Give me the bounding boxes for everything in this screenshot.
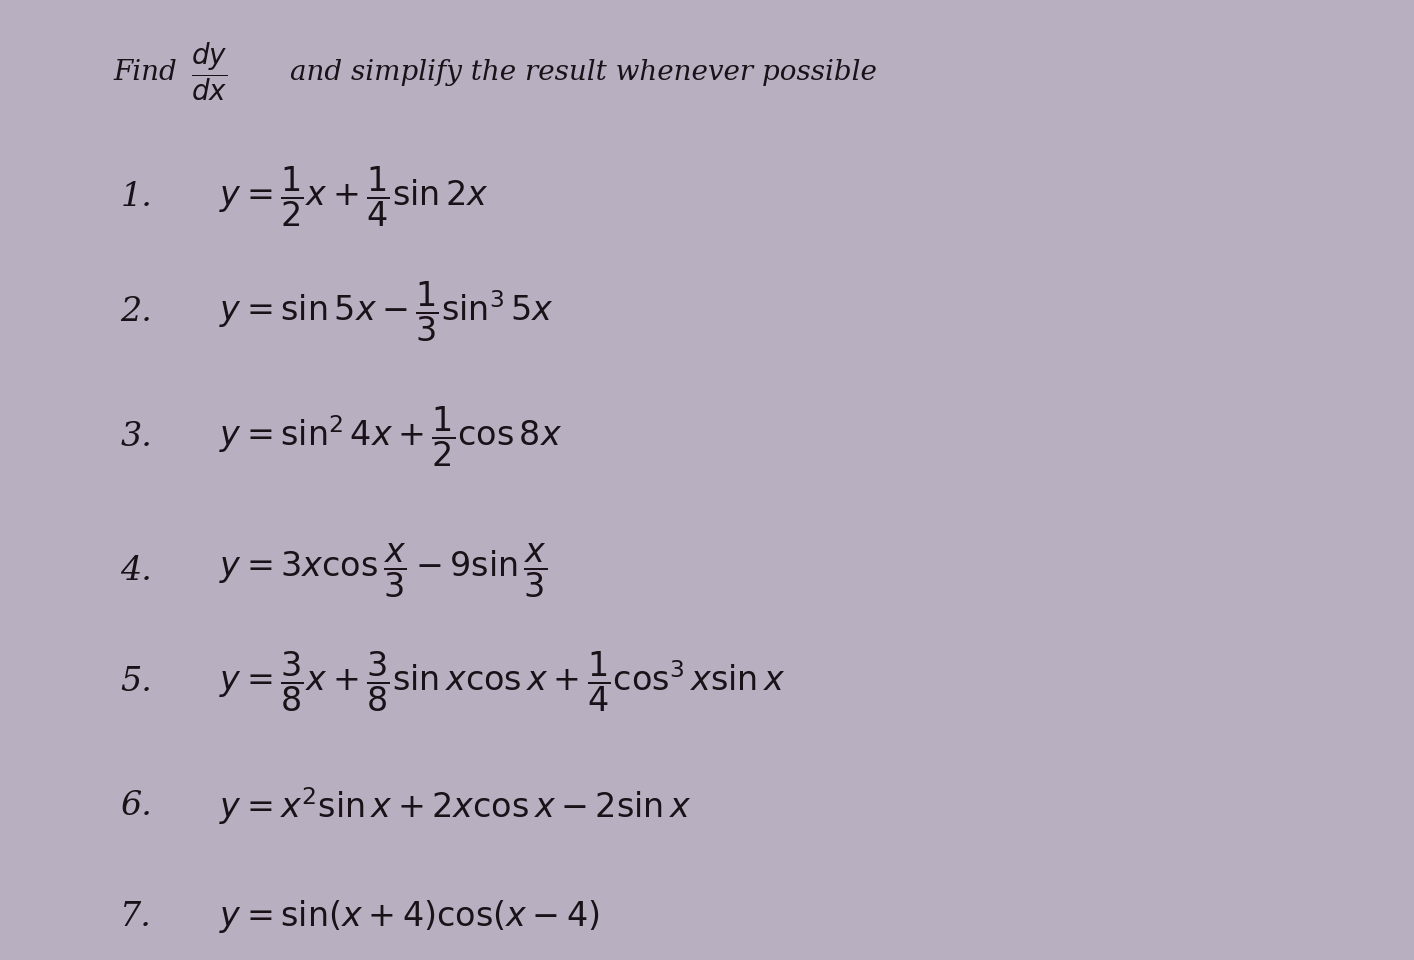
Text: $y = \dfrac{3}{8}x + \dfrac{3}{8}\sin x\cos x + \dfrac{1}{4}\cos^3 x\sin x$: $y = \dfrac{3}{8}x + \dfrac{3}{8}\sin x\… bbox=[219, 649, 786, 714]
Text: $y = \sin 5x - \dfrac{1}{3}\sin^3 5x$: $y = \sin 5x - \dfrac{1}{3}\sin^3 5x$ bbox=[219, 279, 554, 345]
Text: $y = \dfrac{1}{2}x + \dfrac{1}{4}\sin 2x$: $y = \dfrac{1}{2}x + \dfrac{1}{4}\sin 2x… bbox=[219, 164, 489, 229]
Text: 2.: 2. bbox=[120, 296, 153, 328]
Text: $y = x^2\sin x + 2x\cos x - 2\sin x$: $y = x^2\sin x + 2x\cos x - 2\sin x$ bbox=[219, 785, 691, 828]
Text: and simplify the result whenever possible: and simplify the result whenever possibl… bbox=[290, 59, 877, 85]
Text: $\dfrac{dy}{dx}$: $\dfrac{dy}{dx}$ bbox=[191, 40, 228, 104]
Text: 5.: 5. bbox=[120, 665, 153, 698]
Text: 7.: 7. bbox=[120, 900, 153, 933]
Text: $y = \sin^2 4x + \dfrac{1}{2}\cos 8x$: $y = \sin^2 4x + \dfrac{1}{2}\cos 8x$ bbox=[219, 404, 563, 469]
Text: Find: Find bbox=[113, 59, 177, 85]
Text: $y = 3x\cos\dfrac{x}{3} - 9\sin\dfrac{x}{3}$: $y = 3x\cos\dfrac{x}{3} - 9\sin\dfrac{x}… bbox=[219, 542, 547, 600]
Text: 1.: 1. bbox=[120, 180, 153, 213]
Text: 6.: 6. bbox=[120, 790, 153, 823]
Text: 4.: 4. bbox=[120, 555, 153, 588]
Text: 3.: 3. bbox=[120, 420, 153, 453]
Text: $y = \sin(x+4)\cos(x-4)$: $y = \sin(x+4)\cos(x-4)$ bbox=[219, 899, 600, 935]
